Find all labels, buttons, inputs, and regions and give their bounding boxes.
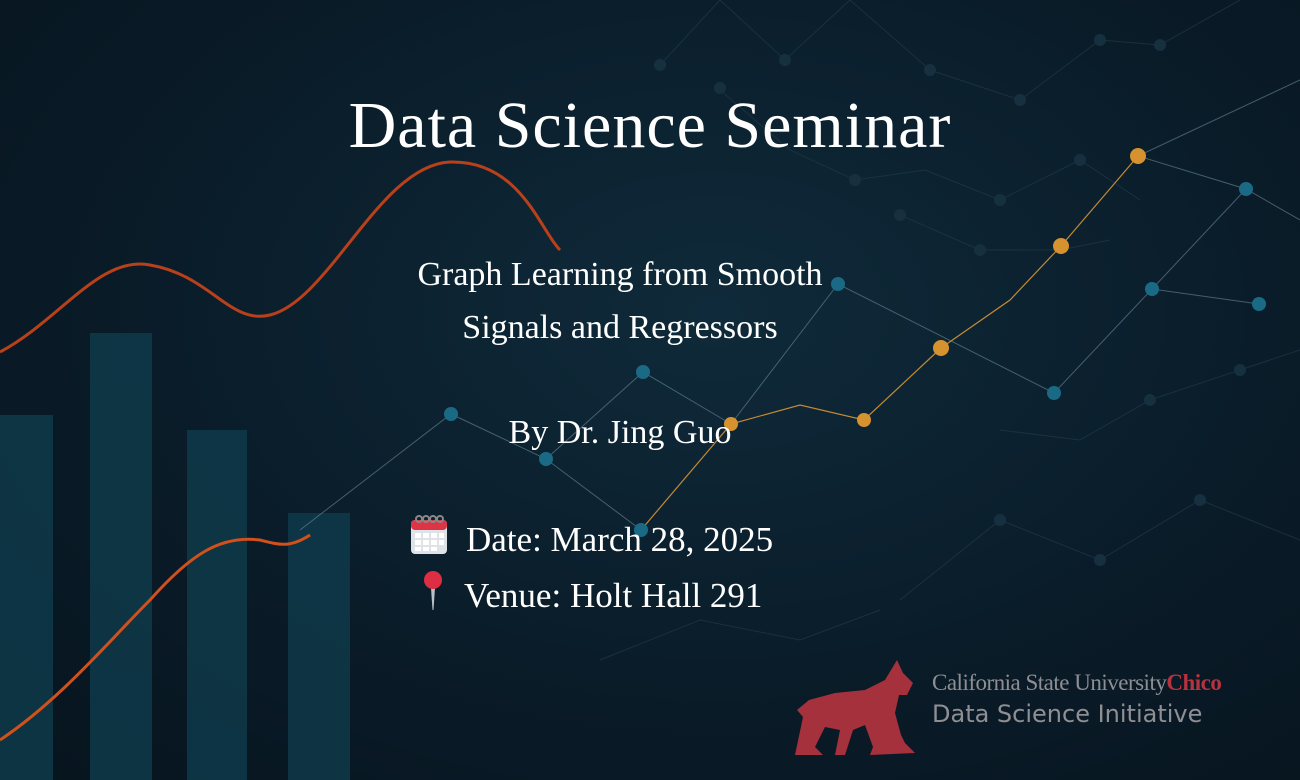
- node: [539, 452, 553, 466]
- node: [1252, 297, 1266, 311]
- bar: [90, 333, 152, 780]
- venue-text: Venue: Holt Hall 291: [464, 575, 763, 615]
- node: [1130, 148, 1146, 164]
- node: [444, 407, 458, 421]
- blue-nodes: [444, 182, 1266, 537]
- calendar-icon: [410, 515, 448, 564]
- campus-text: Chico: [1166, 670, 1222, 695]
- node: [1239, 182, 1253, 196]
- talk-title-line-1: Graph Learning from Smooth: [417, 256, 823, 293]
- node: [636, 365, 650, 379]
- speaker: By Dr. Jing Guo: [508, 414, 732, 451]
- talk-title-line-2: Signals and Regressors: [462, 309, 778, 346]
- bar-graphic: [0, 333, 350, 780]
- date-text: Date: March 28, 2025: [466, 519, 774, 559]
- node: [1047, 386, 1061, 400]
- date-row: Date: March 28, 2025: [410, 515, 773, 564]
- curve-upper: [0, 160, 562, 354]
- seminar-title: Data Science Seminar: [348, 89, 952, 162]
- bar: [0, 415, 53, 780]
- node: [1053, 238, 1069, 254]
- node: [933, 340, 949, 356]
- node: [1145, 282, 1159, 296]
- university-name: California State UniversityChico: [932, 670, 1222, 696]
- network-faint-nodes: [654, 34, 1246, 566]
- venue-row: Venue: Holt Hall 291: [420, 570, 762, 621]
- university-text: California State University: [932, 670, 1167, 695]
- node: [857, 413, 871, 427]
- node: [831, 277, 845, 291]
- initiative-name: Data Science Initiative: [932, 700, 1203, 728]
- talk-title: Graph Learning from Smooth Signals and R…: [270, 248, 970, 354]
- wildcat-logo: [795, 660, 915, 755]
- bar: [187, 430, 247, 780]
- bar: [288, 513, 350, 780]
- node: [634, 523, 648, 537]
- orange-nodes: [724, 148, 1146, 431]
- orange-trend-line: [640, 155, 1139, 531]
- node: [724, 417, 738, 431]
- curve-lower: [0, 533, 311, 742]
- round-pushpin-icon: [420, 570, 446, 621]
